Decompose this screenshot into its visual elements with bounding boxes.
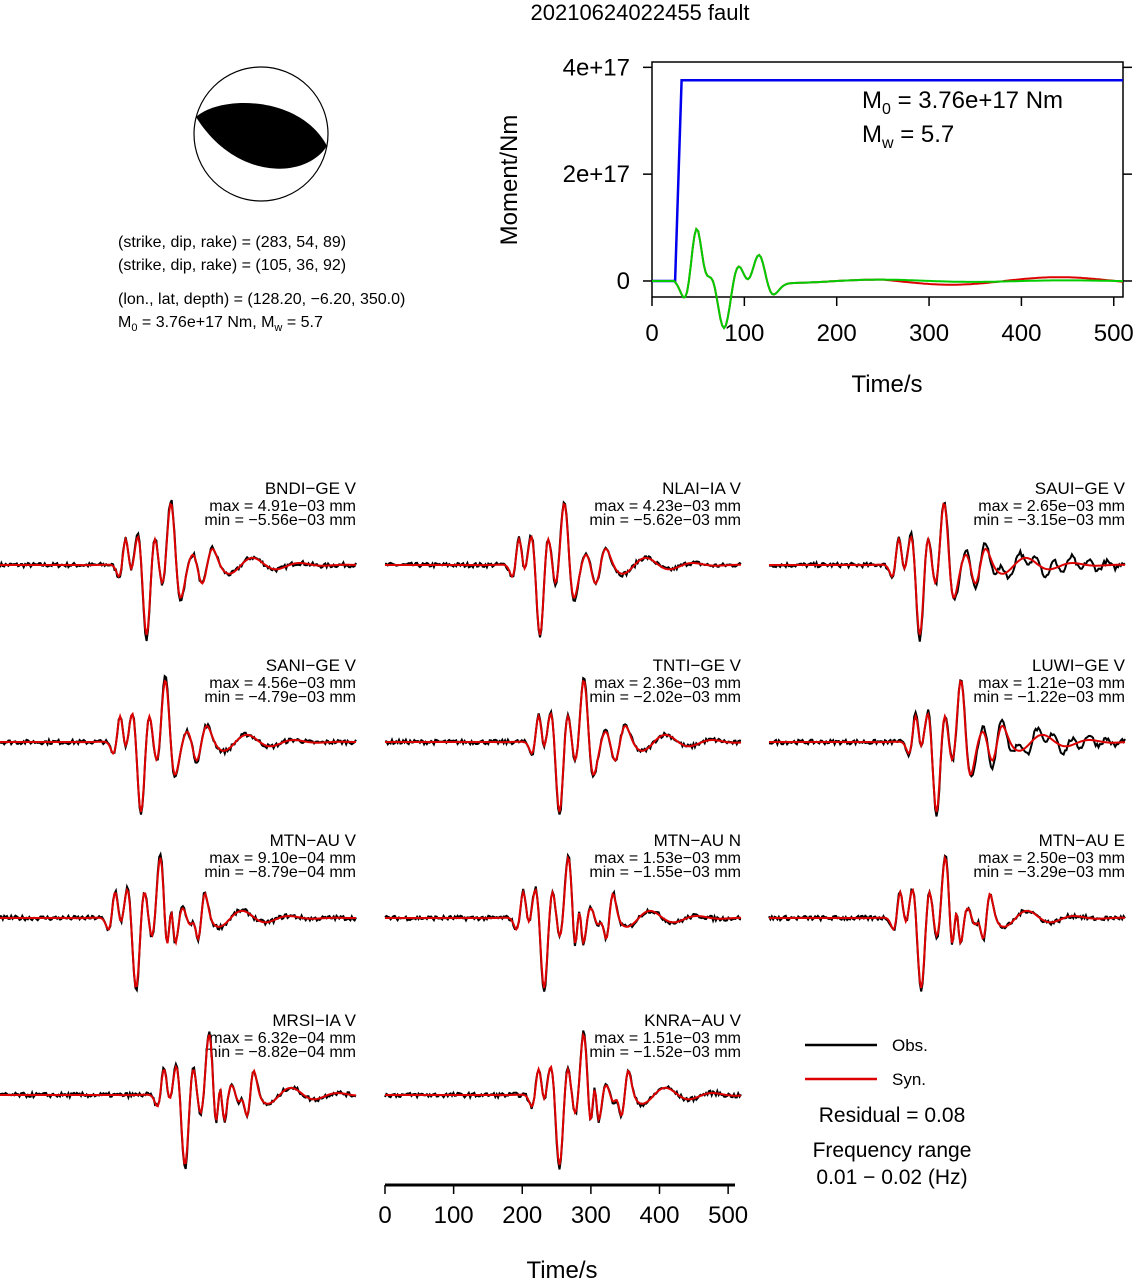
waveform-x-tick-label: 500 <box>708 1202 748 1229</box>
trace-max-value: max = 2.65e−03 mm <box>978 498 1125 515</box>
waveform-x-tick-label: 400 <box>639 1202 679 1229</box>
source-time-function-red <box>652 226 1124 330</box>
synthetic-trace <box>385 502 741 636</box>
station-label: MTN−AU E <box>1039 831 1125 850</box>
moment-x-tick-label: 300 <box>909 320 949 347</box>
trace-min-value: min = −3.15e−03 mm <box>973 512 1125 529</box>
trace-min-value: min = −5.62e−03 mm <box>589 512 741 529</box>
waveform-x-tick-label: 200 <box>502 1202 542 1229</box>
synthetic-trace <box>0 1034 357 1165</box>
waveform-time-axis: Time/s 0 100 200 300 400 500 <box>378 1183 748 1281</box>
source-time-function-green <box>652 226 1123 330</box>
trace-max-value: max = 4.23e−03 mm <box>594 498 741 515</box>
moment-plot-frame <box>651 61 1124 298</box>
moment-y-axis: 0 2e+17 4e+17 <box>563 54 1132 295</box>
figure-title: 20210624022455 fault <box>531 0 750 25</box>
synthetic-trace <box>769 854 1126 989</box>
moment-x-tick-label: 0 <box>645 320 658 347</box>
station-label: MTN−AU V <box>270 831 357 850</box>
station-label: NLAI−IA V <box>662 479 742 498</box>
trace-max-value: max = 4.56e−03 mm <box>209 675 356 692</box>
synthetic-trace <box>0 502 356 636</box>
synthetic-trace <box>769 679 1126 813</box>
moment-y-tick-label: 4e+17 <box>563 54 630 81</box>
station-label: LUWI−GE V <box>1032 656 1126 675</box>
moment-x-tick-label: 200 <box>817 320 857 347</box>
synthetic-trace <box>385 854 742 989</box>
moment-y-tick-label: 0 <box>617 268 630 295</box>
moment-x-tick-label: 400 <box>1001 320 1041 347</box>
trace-max-value: max = 1.21e−03 mm <box>978 675 1125 692</box>
mechanism-line-4: M0 = 3.76e+17 Nm, Mw = 5.7 <box>118 314 323 334</box>
moment-mw-annotation: Mw = 5.7 <box>862 121 954 152</box>
synthetic-trace <box>385 1031 742 1166</box>
trace-min-value: min = −2.02e−03 mm <box>589 689 741 706</box>
moment-x-axis-label: Time/s <box>851 371 922 398</box>
trace-max-value: max = 1.53e−03 mm <box>594 850 741 867</box>
station-label: SANI−GE V <box>266 656 357 675</box>
station-label: MRSI−IA V <box>272 1011 356 1030</box>
mechanism-line-3: (lon., lat, depth) = (128.20, −6.20, 350… <box>118 291 405 308</box>
station-label: MTN−AU N <box>654 831 741 850</box>
trace-max-value: max = 9.10e−04 mm <box>209 850 356 867</box>
frequency-range-title: Frequency range <box>813 1139 972 1162</box>
trace-min-value: min = −8.82e−04 mm <box>204 1044 356 1061</box>
synthetic-trace <box>385 679 742 813</box>
moment-y-tick-label: 2e+17 <box>563 161 630 188</box>
mechanism-line-2: (strike, dip, rake) = (105, 36, 92) <box>118 257 346 274</box>
trace-min-value: min = −4.79e−03 mm <box>204 689 356 706</box>
trace-min-value: min = −8.79e−04 mm <box>204 864 356 881</box>
station-label: TNTI−GE V <box>653 656 742 675</box>
station-label: BNDI−GE V <box>265 479 357 498</box>
station-label: KNRA−AU V <box>644 1011 741 1030</box>
moment-panel: 0 100 200 300 400 500 0 2e+17 4e+17 Time/s Mome… <box>496 54 1134 398</box>
synthetic-trace <box>769 502 1125 636</box>
trace-min-value: min = −3.29e−03 mm <box>973 864 1125 881</box>
waveform-x-tick-label: 300 <box>571 1202 611 1229</box>
moment-x-tick-label: 100 <box>724 320 764 347</box>
trace-max-value: max = 2.50e−03 mm <box>978 850 1125 867</box>
moment-y-axis-label: Moment/Nm <box>496 115 523 246</box>
legend: Obs. Syn. Residual = 0.08 Frequency rang… <box>805 1036 971 1189</box>
frequency-range-value: 0.01 − 0.02 (Hz) <box>816 1166 967 1189</box>
waveform-x-tick-label: 100 <box>434 1202 474 1229</box>
waveform-x-tick-label: 0 <box>378 1202 391 1229</box>
trace-max-value: max = 1.51e−03 mm <box>594 1030 741 1047</box>
trace-min-value: min = −5.56e−03 mm <box>204 512 356 529</box>
waveform-x-axis-label: Time/s <box>526 1257 597 1281</box>
residual-value: Residual = 0.08 <box>819 1104 966 1127</box>
focal-mechanism-beachball <box>193 66 329 202</box>
trace-max-value: max = 6.32e−04 mm <box>209 1030 356 1047</box>
legend-syn-label: Syn. <box>892 1070 926 1089</box>
moment-x-axis: 0 100 200 300 400 500 <box>645 297 1134 347</box>
synthetic-trace <box>0 679 356 813</box>
trace-min-value: min = −1.52e−03 mm <box>589 1044 741 1061</box>
trace-max-value: max = 2.36e−03 mm <box>594 675 741 692</box>
synthetic-trace <box>0 857 356 988</box>
trace-min-value: min = −1.55e−03 mm <box>589 864 741 881</box>
mechanism-line-1: (strike, dip, rake) = (283, 54, 89) <box>118 234 346 251</box>
legend-obs-label: Obs. <box>892 1036 928 1055</box>
trace-max-value: max = 4.91e−03 mm <box>209 498 356 515</box>
trace-min-value: min = −1.22e−03 mm <box>973 689 1125 706</box>
moment-m0-annotation: M0 = 3.76e+17 Nm <box>862 87 1063 118</box>
station-label: SAUI−GE V <box>1035 479 1126 498</box>
moment-x-tick-label: 500 <box>1094 320 1134 347</box>
